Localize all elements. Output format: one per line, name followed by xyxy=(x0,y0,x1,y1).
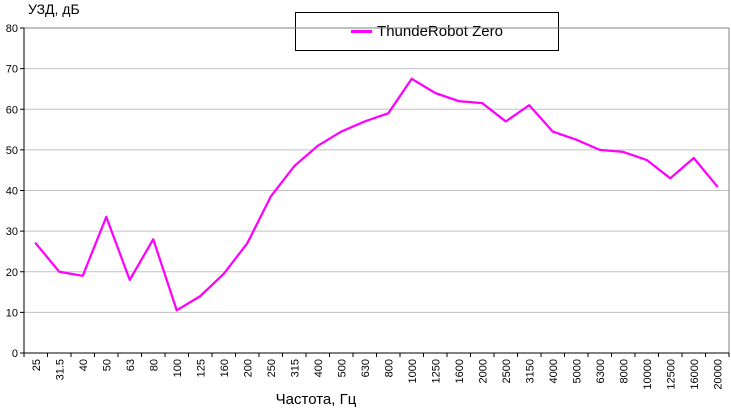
y-axis-title: УЗД, дБ xyxy=(28,1,80,17)
x-tick-label: 630 xyxy=(360,359,372,377)
y-tick-label: 20 xyxy=(6,267,18,279)
x-tick-label: 40 xyxy=(78,359,90,371)
legend-label: ThundeRobot Zero xyxy=(377,23,503,40)
x-tick-label: 500 xyxy=(336,359,348,377)
frequency-response-line xyxy=(34,77,719,312)
y-tick-label: 60 xyxy=(6,104,18,116)
y-tick-label: 40 xyxy=(6,186,18,198)
x-tick-label: 125 xyxy=(195,359,207,377)
y-tick-label: 30 xyxy=(6,226,18,238)
y-tick-label: 10 xyxy=(6,307,18,319)
y-tick-label: 50 xyxy=(6,145,18,157)
x-tick-label: 10000 xyxy=(642,359,654,390)
x-tick-label: 63 xyxy=(125,359,137,371)
x-tick-label: 1000 xyxy=(407,359,419,383)
x-tick-label: 20000 xyxy=(712,359,724,390)
y-tick-label: 70 xyxy=(6,64,18,76)
y-tick-label: 80 xyxy=(6,23,18,35)
x-tick-label: 50 xyxy=(101,359,113,371)
x-tick-label: 5000 xyxy=(571,359,583,383)
y-tick-label: 0 xyxy=(12,348,18,360)
x-tick-label: 1250 xyxy=(430,359,442,383)
x-tick-label: 250 xyxy=(266,359,278,377)
legend-line-icon xyxy=(351,30,373,33)
x-tick-label: 315 xyxy=(289,359,301,377)
x-tick-label: 31.5 xyxy=(54,359,66,380)
x-tick-label: 3150 xyxy=(524,359,536,383)
x-tick-label: 4000 xyxy=(548,359,560,383)
x-tick-label: 400 xyxy=(313,359,325,377)
x-tick-label: 25 xyxy=(31,359,43,371)
x-tick-label: 16000 xyxy=(689,359,701,390)
x-tick-label: 160 xyxy=(219,359,231,377)
x-tick-label: 1600 xyxy=(454,359,466,383)
x-tick-label: 12500 xyxy=(665,359,677,390)
legend-box: ThundeRobot Zero xyxy=(295,12,559,51)
x-tick-label: 6300 xyxy=(595,359,607,383)
x-tick-label: 800 xyxy=(383,359,395,377)
x-tick-label: 2500 xyxy=(501,359,513,383)
x-tick-label: 100 xyxy=(172,359,184,377)
x-tick-label: 2000 xyxy=(477,359,489,383)
x-tick-label: 8000 xyxy=(618,359,630,383)
x-axis-title: Частота, Гц xyxy=(275,391,357,408)
x-tick-label: 200 xyxy=(242,359,254,377)
x-tick-label: 80 xyxy=(148,359,160,371)
